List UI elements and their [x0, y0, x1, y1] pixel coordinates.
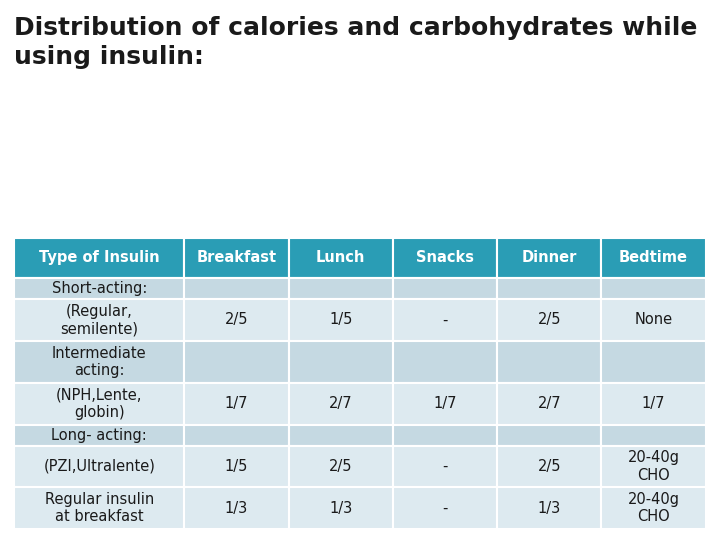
Bar [184, 424, 289, 445]
Text: 2/7: 2/7 [329, 396, 353, 411]
Text: Breakfast: Breakfast [197, 251, 276, 265]
Bar [289, 299, 393, 341]
Text: 1/3: 1/3 [538, 501, 561, 516]
Bar [601, 383, 706, 424]
Bar [497, 446, 601, 487]
Text: 1/5: 1/5 [225, 459, 248, 474]
Bar [497, 299, 601, 341]
Bar [393, 446, 497, 487]
Bar [14, 341, 184, 383]
Bar [289, 278, 393, 299]
Bar [601, 424, 706, 445]
Bar [393, 278, 497, 299]
Text: Regular insulin
at breakfast: Regular insulin at breakfast [45, 492, 154, 524]
Text: -: - [442, 459, 448, 474]
Bar [393, 383, 497, 424]
Bar [14, 238, 184, 278]
Text: 1/3: 1/3 [329, 501, 352, 516]
Text: (Regular,
semilente): (Regular, semilente) [60, 303, 138, 336]
Bar [289, 341, 393, 383]
Bar [393, 238, 497, 278]
Bar [14, 383, 184, 424]
Bar [184, 446, 289, 487]
Bar [393, 299, 497, 341]
Bar [184, 383, 289, 424]
Bar [289, 424, 393, 445]
Bar [601, 238, 706, 278]
Bar [14, 299, 184, 341]
Text: Lunch: Lunch [316, 251, 365, 265]
Text: Long- acting:: Long- acting: [51, 428, 147, 443]
Bar [184, 341, 289, 383]
Text: 1/7: 1/7 [433, 396, 456, 411]
Bar [497, 278, 601, 299]
Text: Type of Insulin: Type of Insulin [39, 251, 160, 265]
Text: 1/5: 1/5 [329, 313, 352, 327]
Text: 2/7: 2/7 [537, 396, 561, 411]
Bar [184, 238, 289, 278]
Bar [289, 383, 393, 424]
Text: 2/5: 2/5 [537, 459, 561, 474]
Text: 1/7: 1/7 [225, 396, 248, 411]
Bar [393, 424, 497, 445]
Bar [184, 299, 289, 341]
Bar [184, 278, 289, 299]
Text: -: - [442, 313, 448, 327]
Bar [497, 487, 601, 529]
Bar [497, 341, 601, 383]
Text: 2/5: 2/5 [537, 313, 561, 327]
Bar [393, 341, 497, 383]
Text: 2/5: 2/5 [329, 459, 353, 474]
Bar [184, 487, 289, 529]
Bar [14, 278, 184, 299]
Bar [289, 238, 393, 278]
Text: 20-40g
CHO: 20-40g CHO [627, 450, 680, 483]
Text: Intermediate
acting:: Intermediate acting: [52, 346, 147, 378]
Text: 2/5: 2/5 [225, 313, 248, 327]
Bar [497, 238, 601, 278]
Bar [601, 446, 706, 487]
Text: (NPH,Lente,
globin): (NPH,Lente, globin) [56, 388, 143, 420]
Text: None: None [634, 313, 672, 327]
Text: Short-acting:: Short-acting: [52, 281, 147, 296]
Text: Bedtime: Bedtime [619, 251, 688, 265]
Bar [601, 487, 706, 529]
Bar [601, 341, 706, 383]
Text: 1/7: 1/7 [642, 396, 665, 411]
Text: Distribution of calories and carbohydrates while
using insulin:: Distribution of calories and carbohydrat… [14, 16, 698, 69]
Text: 1/3: 1/3 [225, 501, 248, 516]
Text: 20-40g
CHO: 20-40g CHO [627, 492, 680, 524]
Bar [497, 383, 601, 424]
Text: Dinner: Dinner [521, 251, 577, 265]
Bar [497, 424, 601, 445]
Bar [14, 446, 184, 487]
Bar [14, 424, 184, 445]
Bar [14, 487, 184, 529]
Text: Snacks: Snacks [416, 251, 474, 265]
Text: -: - [442, 501, 448, 516]
Bar [601, 278, 706, 299]
Text: (PZI,Ultralente): (PZI,Ultralente) [43, 459, 156, 474]
Bar [289, 446, 393, 487]
Bar [393, 487, 497, 529]
Bar [601, 299, 706, 341]
Bar [289, 487, 393, 529]
